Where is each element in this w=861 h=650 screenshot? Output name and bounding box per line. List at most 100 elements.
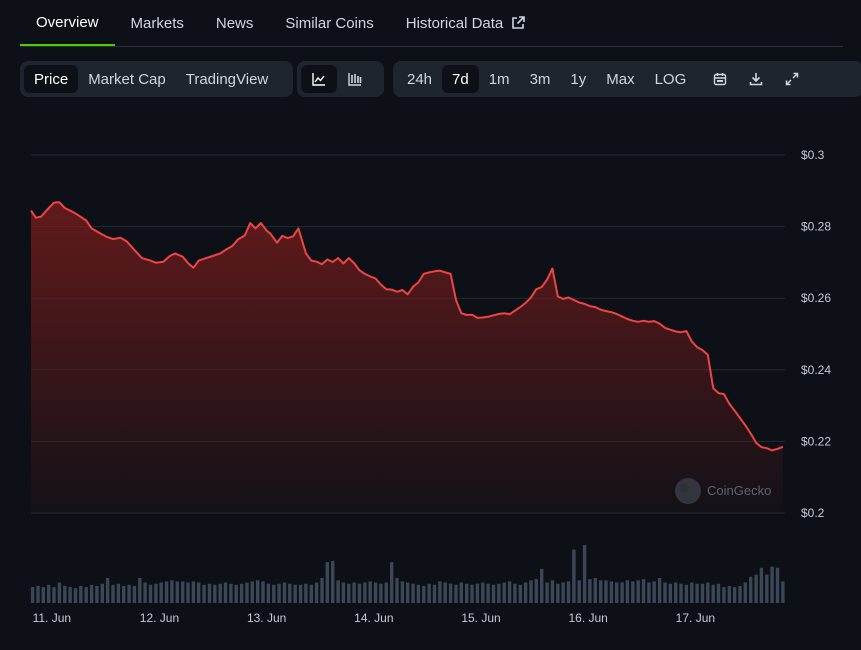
volume-bar [336, 580, 340, 603]
volume-bar [550, 580, 555, 603]
volume-bar [486, 583, 490, 603]
volume-bar [593, 578, 597, 603]
fullscreen-button[interactable] [774, 65, 810, 93]
range-1y-button[interactable]: 1y [570, 70, 587, 88]
volume-bar [84, 587, 88, 603]
volume-bar [561, 582, 565, 603]
volume-bar [352, 582, 356, 603]
volume-bar [609, 581, 614, 603]
volume-bar [181, 581, 185, 603]
coingecko-watermark: CoinGecko [675, 478, 771, 504]
range-7d-button[interactable]: 7d [442, 65, 479, 93]
volume-bar [523, 582, 528, 603]
volume-bar [427, 583, 431, 603]
volume-bar [288, 583, 292, 603]
volume-bar [438, 581, 442, 603]
volume-bar [545, 582, 549, 603]
volume-bar [234, 584, 238, 603]
volume-bar [481, 582, 485, 603]
volume-bar [245, 582, 249, 603]
volume-bar [197, 582, 201, 603]
mode-price-button[interactable]: Price [24, 65, 79, 93]
calendar-button[interactable] [702, 65, 738, 93]
volume-bar [191, 581, 196, 603]
volume-bar [775, 567, 780, 603]
volume-bar [331, 560, 335, 603]
range-max-button[interactable]: Max [606, 70, 635, 88]
volume-bar [57, 582, 62, 603]
tab-similar-coins[interactable]: Similar Coins [269, 0, 389, 46]
volume-bar [663, 582, 667, 603]
volume-bar [256, 580, 260, 603]
line-chart-button[interactable] [301, 65, 337, 93]
volume-bar [722, 587, 726, 603]
volume-bar [716, 583, 721, 603]
volume-bar [304, 583, 308, 603]
volume-bar [754, 574, 758, 603]
volume-bar [443, 582, 447, 603]
volume-bar [229, 583, 233, 603]
volume-bar [615, 582, 619, 603]
volume-bar [700, 583, 705, 603]
volume-bar [566, 581, 571, 603]
x-tick-label: 12. Jun [140, 611, 179, 625]
volume-bar [63, 585, 67, 603]
volume-bar [223, 582, 228, 603]
price-line [30, 201, 784, 452]
volume-bar [529, 580, 533, 603]
volume-bar [604, 580, 608, 603]
volume-bar [47, 584, 51, 603]
range-1m-button[interactable]: 1m [488, 70, 510, 88]
tab-overview[interactable]: Overview [20, 0, 115, 46]
volume-bar [309, 584, 313, 603]
volume-bar [540, 568, 544, 603]
volume-bar [159, 582, 163, 603]
volume-bar [277, 583, 281, 603]
volume-bar [164, 581, 169, 603]
volume-bar [738, 585, 742, 603]
volume-bar [422, 585, 426, 603]
tab-label: Markets [130, 14, 184, 32]
coingecko-logo-eye [679, 483, 689, 493]
x-tick-label: 13. Jun [247, 611, 286, 625]
tab-historical-data[interactable]: Historical Data [390, 0, 543, 46]
price-chart-svg: $0.3 $0.28 $0.26 $0.24 $0.22 $0.2 CoinGecko 11.… [30, 148, 831, 625]
volume-bar [599, 580, 603, 603]
watermark-text: CoinGecko [707, 483, 771, 498]
tab-news[interactable]: News [200, 0, 270, 46]
volume-bar [36, 585, 40, 603]
range-log-button[interactable]: LOG [654, 70, 687, 88]
volume-bar [406, 582, 410, 603]
nav-tabs: Overview Markets News Similar Coins Historic… [20, 0, 843, 47]
mode-tradingview-button[interactable]: TradingView [185, 70, 269, 88]
volume-bar [518, 584, 522, 603]
volume-bar [73, 588, 78, 603]
volume-bar [390, 562, 394, 603]
y-tick-label: $0.24 [801, 363, 831, 377]
chart-mode-group: Price Market Cap TradingView [20, 61, 293, 97]
candlestick-chart-button[interactable] [337, 65, 373, 93]
volume-bar [170, 580, 174, 603]
tab-markets[interactable]: Markets [115, 0, 200, 46]
y-tick-label: $0.3 [801, 148, 825, 162]
volume-bar [213, 584, 217, 603]
volume-bar [454, 584, 458, 603]
volume-bar [470, 584, 474, 603]
line-chart-icon [312, 73, 325, 86]
volume-bar [416, 584, 421, 603]
price-chart: $0.3 $0.28 $0.26 $0.24 $0.22 $0.2 CoinGecko 11.… [0, 130, 861, 645]
chart-style-group [297, 61, 384, 97]
volume-bar [218, 583, 222, 603]
volume-bar [143, 582, 147, 603]
download-button[interactable] [738, 65, 774, 93]
price-area [31, 202, 783, 514]
range-24h-button[interactable]: 24h [407, 70, 433, 88]
tab-label: Similar Coins [285, 14, 374, 32]
volume-bar [250, 581, 254, 603]
mode-market-cap-button[interactable]: Market Cap [88, 70, 166, 88]
volume-bar [30, 587, 35, 603]
volume-bar [770, 566, 774, 603]
range-3m-button[interactable]: 3m [529, 70, 551, 88]
volume-bar [116, 583, 121, 603]
volume-bar [368, 581, 372, 603]
